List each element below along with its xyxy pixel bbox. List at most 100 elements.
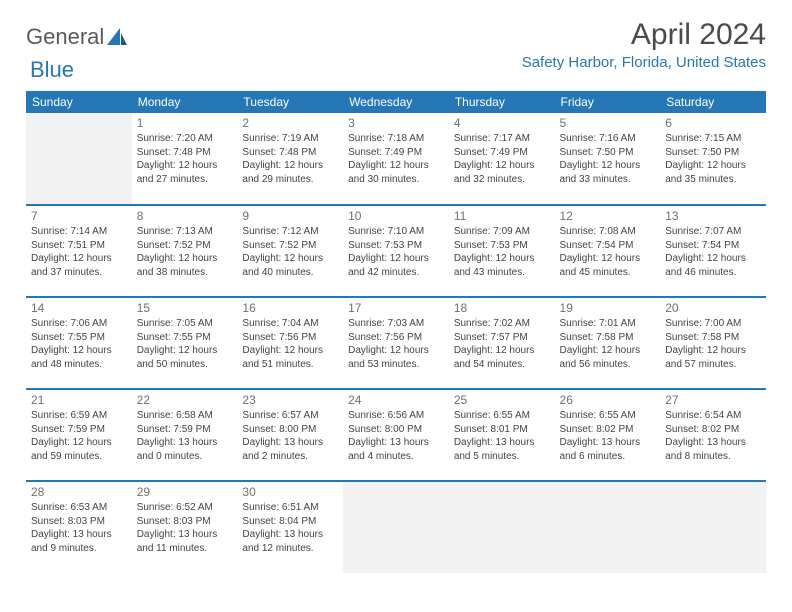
day-number: 7: [31, 209, 127, 223]
sunrise-line: Sunrise: 7:04 AM: [242, 317, 338, 331]
calendar-day-cell: 14Sunrise: 7:06 AMSunset: 7:55 PMDayligh…: [26, 297, 132, 389]
sunset-line: Sunset: 8:03 PM: [31, 515, 127, 529]
calendar-day-cell: 4Sunrise: 7:17 AMSunset: 7:49 PMDaylight…: [449, 113, 555, 205]
calendar-day-cell: 8Sunrise: 7:13 AMSunset: 7:52 PMDaylight…: [132, 205, 238, 297]
sunrise-line: Sunrise: 7:02 AM: [454, 317, 550, 331]
daylight-line: Daylight: 12 hours and 51 minutes.: [242, 344, 338, 371]
daylight-line: Daylight: 12 hours and 29 minutes.: [242, 159, 338, 186]
day-number: 30: [242, 485, 338, 499]
month-title: April 2024: [522, 18, 766, 52]
day-number: 4: [454, 116, 550, 130]
day-number: 14: [31, 301, 127, 315]
daylight-line: Daylight: 12 hours and 50 minutes.: [137, 344, 233, 371]
sunrise-line: Sunrise: 7:20 AM: [137, 132, 233, 146]
sunrise-line: Sunrise: 7:01 AM: [560, 317, 656, 331]
day-number: 17: [348, 301, 444, 315]
calendar-week-row: 1Sunrise: 7:20 AMSunset: 7:48 PMDaylight…: [26, 113, 766, 205]
calendar-day-cell: 9Sunrise: 7:12 AMSunset: 7:52 PMDaylight…: [237, 205, 343, 297]
calendar-empty-cell: [449, 481, 555, 573]
calendar-day-cell: 15Sunrise: 7:05 AMSunset: 7:55 PMDayligh…: [132, 297, 238, 389]
sunset-line: Sunset: 7:58 PM: [560, 331, 656, 345]
calendar-empty-cell: [343, 481, 449, 573]
day-number: 23: [242, 393, 338, 407]
calendar-day-cell: 28 Sunrise: 6:53 AMSunset: 8:03 PMDayligh…: [26, 481, 132, 573]
calendar-day-cell: 23 Sunrise: 6:57 AMSunset: 8:00 PMDayligh…: [237, 389, 343, 481]
sunrise-line: Sunrise: 6:59 AM: [31, 409, 127, 423]
daylight-line: Daylight: 13 hours and 2 minutes.: [242, 436, 338, 463]
calendar-day-cell: 24Sunrise: 6:56 AMSunset: 8:00 PMDayligh…: [343, 389, 449, 481]
sunset-line: Sunset: 7:48 PM: [137, 146, 233, 160]
calendar-day-cell: 2 Sunrise: 7:19 AMSunset: 7:48 PMDaylight…: [237, 113, 343, 205]
weekday-header: Tuesday: [237, 91, 343, 113]
sunrise-line: Sunrise: 7:06 AM: [31, 317, 127, 331]
sunrise-line: Sunrise: 6:57 AM: [242, 409, 338, 423]
day-number: 24: [348, 393, 444, 407]
calendar-day-cell: 10Sunrise: 7:10 AMSunset: 7:53 PMDayligh…: [343, 205, 449, 297]
sunset-line: Sunset: 8:03 PM: [137, 515, 233, 529]
weekday-header: Friday: [555, 91, 661, 113]
daylight-line: Daylight: 12 hours and 53 minutes.: [348, 344, 444, 371]
day-number: 27: [665, 393, 761, 407]
calendar-table: SundayMondayTuesdayWednesdayThursdayFrid…: [26, 91, 766, 573]
calendar-day-cell: 22Sunrise: 6:58 AMSunset: 7:59 PMDayligh…: [132, 389, 238, 481]
sunrise-line: Sunrise: 7:00 AM: [665, 317, 761, 331]
daylight-line: Daylight: 13 hours and 5 minutes.: [454, 436, 550, 463]
daylight-line: Daylight: 12 hours and 54 minutes.: [454, 344, 550, 371]
weekday-header-row: SundayMondayTuesdayWednesdayThursdayFrid…: [26, 91, 766, 113]
calendar-day-cell: 6Sunrise: 7:15 AMSunset: 7:50 PMDaylight…: [660, 113, 766, 205]
sunrise-line: Sunrise: 6:55 AM: [560, 409, 656, 423]
calendar-day-cell: 17 Sunrise: 7:03 AMSunset: 7:56 PMDayligh…: [343, 297, 449, 389]
daylight-line: Daylight: 12 hours and 42 minutes.: [348, 252, 444, 279]
calendar-day-cell: 16Sunrise: 7:04 AMSunset: 7:56 PMDayligh…: [237, 297, 343, 389]
day-number: 25: [454, 393, 550, 407]
brand-logo: General: [26, 18, 128, 50]
daylight-line: Daylight: 13 hours and 9 minutes.: [31, 528, 127, 555]
weekday-header: Thursday: [449, 91, 555, 113]
sunrise-line: Sunrise: 7:19 AM: [242, 132, 338, 146]
brand-word-1: General: [26, 24, 104, 50]
sunset-line: Sunset: 7:55 PM: [31, 331, 127, 345]
calendar-week-row: 7 Sunrise: 7:14 AMSunset: 7:51 PM Daylight…: [26, 205, 766, 297]
sunset-line: Sunset: 7:57 PM: [454, 331, 550, 345]
day-number: 28: [31, 485, 127, 499]
sunrise-line: Sunrise: 6:56 AM: [348, 409, 444, 423]
day-number: 2: [242, 116, 338, 130]
day-number: 26: [560, 393, 656, 407]
calendar-week-row: 14 Sunrise: 7:06 AMSunset: 7:55 PM Dayligh…: [26, 297, 766, 389]
calendar-day-cell: 25Sunrise: 6:55 AMSunset: 8:01 PMDayligh…: [449, 389, 555, 481]
daylight-line: Daylight: 12 hours and 35 minutes.: [665, 159, 761, 186]
daylight-line: Daylight: 12 hours and 33 minutes.: [560, 159, 656, 186]
daylight-line: Daylight: 13 hours and 6 minutes.: [560, 436, 656, 463]
sunrise-line: Sunrise: 6:51 AM: [242, 501, 338, 515]
sunset-line: Sunset: 8:00 PM: [348, 423, 444, 437]
calendar-day-cell: 5Sunrise: 7:16 AMSunset: 7:50 PMDaylight…: [555, 113, 661, 205]
sunset-line: Sunset: 8:04 PM: [242, 515, 338, 529]
calendar-day-cell: 1Sunrise: 7:20 AMSunset: 7:48 PMDaylight…: [132, 113, 238, 205]
sunset-line: Sunset: 7:50 PM: [665, 146, 761, 160]
sunset-line: Sunset: 7:54 PM: [665, 239, 761, 253]
calendar-week-row: 28Sunrise: 6:53 AMSunset: 8:03 PMDayligh…: [26, 481, 766, 573]
day-number: 19: [560, 301, 656, 315]
sunset-line: Sunset: 7:48 PM: [242, 146, 338, 160]
sunset-line: Sunset: 8:00 PM: [242, 423, 338, 437]
weekday-header: Monday: [132, 91, 238, 113]
sunrise-line: Sunrise: 7:03 AM: [348, 317, 444, 331]
sunrise-line: Sunrise: 6:53 AM: [31, 501, 127, 515]
calendar-day-cell: 20Sunrise: 7:00 AMSunset: 7:58 PMDayligh…: [660, 297, 766, 389]
sunset-line: Sunset: 7:51 PM: [31, 239, 127, 253]
daylight-line: Daylight: 12 hours and 59 minutes.: [31, 436, 127, 463]
day-number: 1: [137, 116, 233, 130]
sunset-line: Sunset: 7:52 PM: [242, 239, 338, 253]
calendar-day-cell: 12Sunrise: 7:08 AMSunset: 7:54 PMDayligh…: [555, 205, 661, 297]
calendar-day-cell: 18Sunrise: 7:02 AMSunset: 7:57 PMDayligh…: [449, 297, 555, 389]
day-number: 29: [137, 485, 233, 499]
sunrise-line: Sunrise: 7:14 AM: [31, 225, 127, 239]
sunrise-line: Sunrise: 6:55 AM: [454, 409, 550, 423]
daylight-line: Daylight: 13 hours and 0 minutes.: [137, 436, 233, 463]
day-number: 12: [560, 209, 656, 223]
day-number: 20: [665, 301, 761, 315]
daylight-line: Daylight: 12 hours and 46 minutes.: [665, 252, 761, 279]
sunset-line: Sunset: 7:56 PM: [348, 331, 444, 345]
day-number: 8: [137, 209, 233, 223]
daylight-line: Daylight: 12 hours and 57 minutes.: [665, 344, 761, 371]
